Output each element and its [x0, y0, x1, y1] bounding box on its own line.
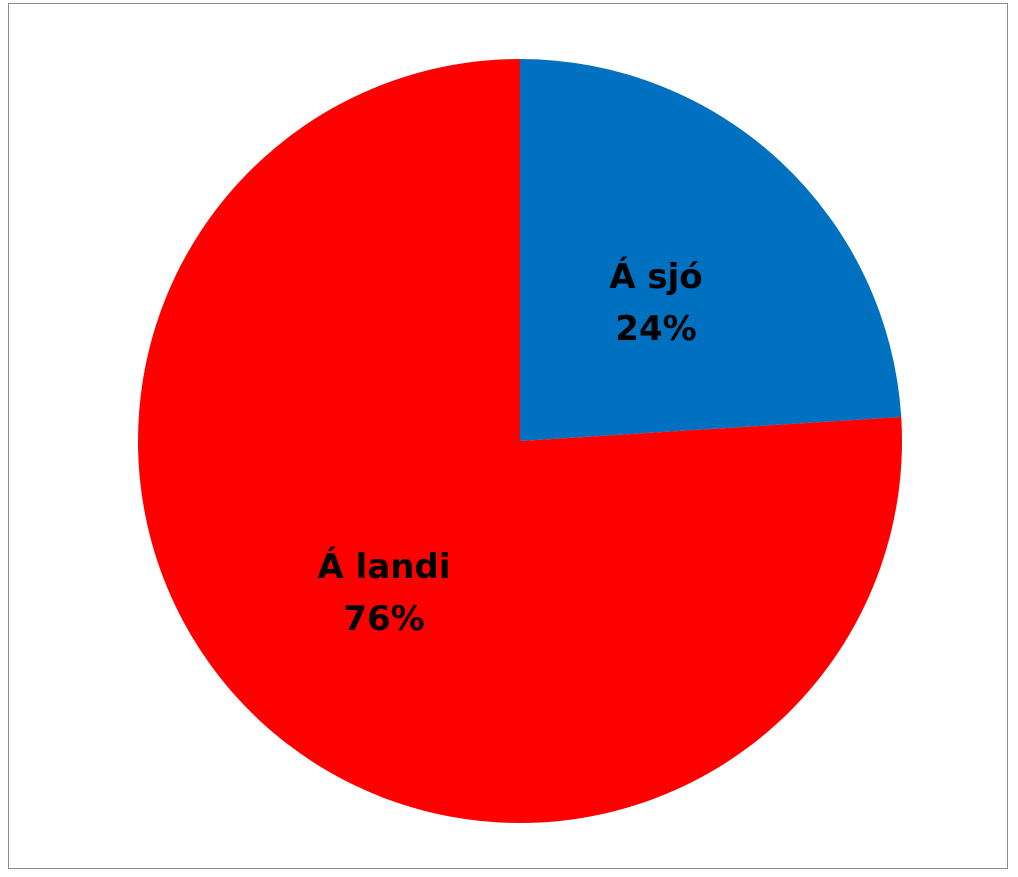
pie-labels: Á sjó 24% Á landi 76% [318, 256, 703, 639]
pie-slice-2 [137, 59, 902, 824]
slice-label-name-1: Á sjó [609, 256, 702, 297]
slice-label-percent-1: 24% [615, 309, 696, 349]
pie-slice-1 [520, 59, 902, 441]
pie-slices [137, 59, 902, 824]
slice-label-percent-2: 76% [343, 599, 424, 639]
slice-label-name-2: Á landi [318, 546, 451, 587]
